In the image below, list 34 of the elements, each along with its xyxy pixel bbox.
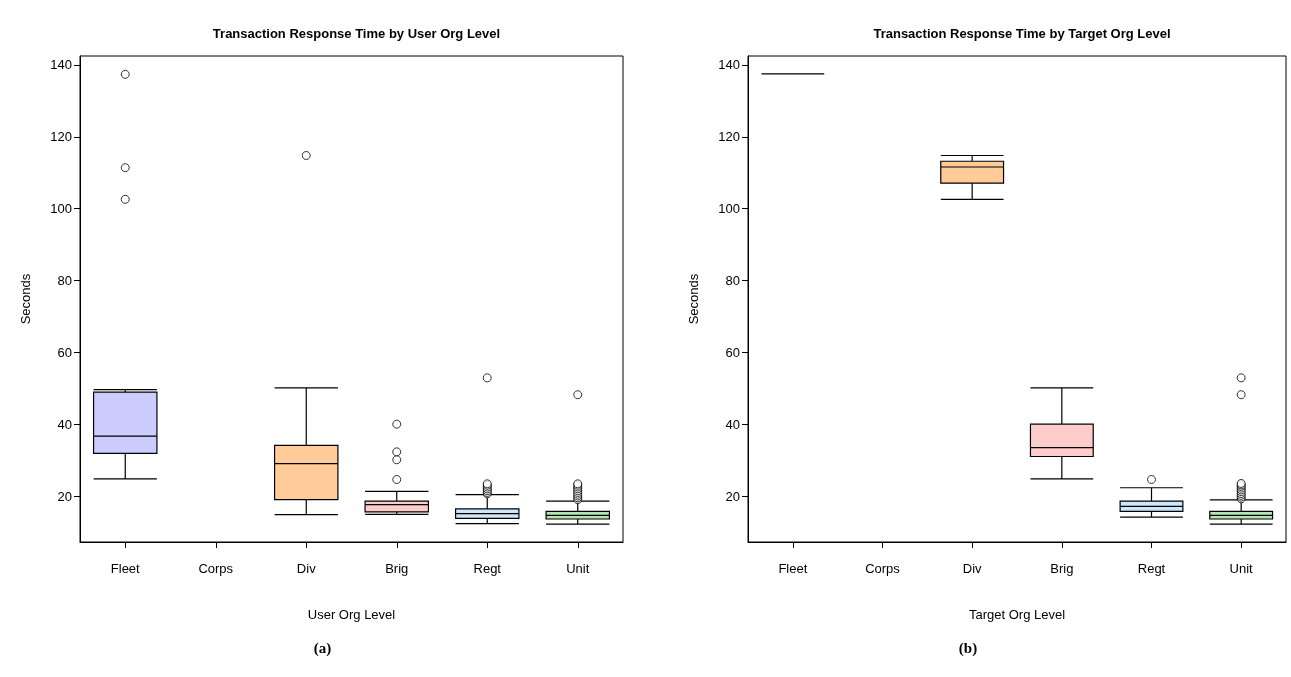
x-tick-label: Unit bbox=[1229, 561, 1254, 576]
x-axis-title: User Org Level bbox=[307, 607, 396, 622]
x-tick-label: Brig bbox=[1050, 561, 1074, 576]
text: (a) bbox=[313, 639, 332, 657]
chart-title: Transaction Response Time by Target Org Level bbox=[873, 26, 1171, 41]
x-tick-label: Corps bbox=[198, 561, 234, 576]
y-tick-label: 140 bbox=[718, 57, 740, 73]
y-tick-label: 20 bbox=[725, 488, 740, 504]
x-tick-label: Regt bbox=[1137, 561, 1166, 576]
y-tick-label: 80 bbox=[57, 273, 72, 288]
y-tick-label: 60 bbox=[725, 344, 740, 360]
y-axis-title: Seconds bbox=[686, 273, 701, 325]
x-tick-label: Div bbox=[296, 561, 317, 576]
x-axis-title: Target Org Level bbox=[968, 607, 1066, 622]
y-tick-label: 120 bbox=[718, 129, 740, 145]
y-axis-title: Seconds bbox=[18, 273, 33, 325]
x-tick-label: Div bbox=[962, 561, 983, 576]
y-tick-label: 60 bbox=[57, 344, 72, 360]
x-tick-label: Corps bbox=[865, 561, 901, 576]
x-tick-label: Unit bbox=[566, 561, 590, 576]
y-tick-label: 40 bbox=[725, 416, 740, 432]
x-tick-label: Fleet bbox=[778, 561, 808, 576]
x-tick-label: Brig bbox=[385, 561, 409, 576]
chart-title: Transaction Response Time by User Org Level bbox=[212, 26, 501, 41]
y-tick-label: 40 bbox=[57, 416, 72, 432]
y-tick-label: 100 bbox=[718, 201, 740, 217]
x-tick-label: Regt bbox=[473, 561, 502, 576]
y-tick-label: 120 bbox=[50, 129, 72, 145]
y-tick-label: 20 bbox=[57, 488, 72, 504]
text: (b) bbox=[958, 639, 978, 657]
y-tick-label: 140 bbox=[50, 57, 72, 73]
x-tick-label: Fleet bbox=[110, 561, 141, 576]
y-tick-label: 100 bbox=[50, 201, 72, 217]
y-tick-label: 80 bbox=[725, 273, 740, 288]
